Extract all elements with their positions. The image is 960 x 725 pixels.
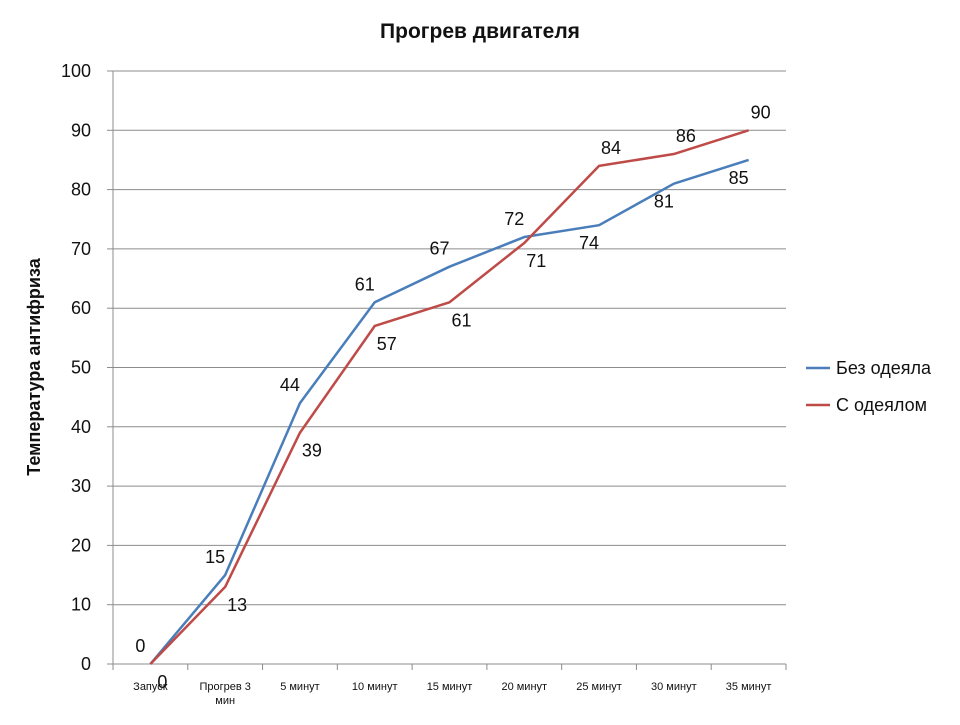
- data-label: 84: [601, 138, 621, 158]
- series-lines: [149, 129, 749, 665]
- x-tick-label: 30 минут: [651, 681, 697, 693]
- data-label: 0: [135, 636, 145, 656]
- axes: [107, 70, 787, 670]
- data-label: 61: [451, 310, 471, 330]
- y-tick-label: 90: [71, 120, 91, 140]
- data-label: 39: [302, 441, 322, 461]
- data-labels: 0 15 44 61 67 72 74 81 85 0 13 39 57 61 71 84 86 90: [135, 102, 770, 692]
- x-tick-label: 25 минут: [576, 681, 622, 693]
- data-label: 0: [157, 672, 167, 692]
- data-label: 74: [579, 233, 599, 253]
- x-tick-label: 35 минут: [726, 681, 772, 693]
- y-tick-label: 30: [71, 476, 91, 496]
- y-axis-label: Температура антифриза: [24, 257, 44, 475]
- data-label: 81: [654, 192, 674, 212]
- data-label: 72: [504, 209, 524, 229]
- gridlines: [113, 70, 786, 606]
- x-tick-label: 5 минут: [280, 681, 320, 693]
- data-label: 13: [227, 595, 247, 615]
- y-tick-label: 40: [71, 417, 91, 437]
- y-tick-label: 10: [71, 595, 91, 615]
- data-label: 15: [205, 547, 225, 567]
- x-tick-label: 15 минут: [427, 681, 473, 693]
- x-tick-label: 10 минут: [352, 681, 398, 693]
- x-tick-label: 20 минут: [501, 681, 547, 693]
- y-tick-label: 60: [71, 298, 91, 318]
- x-tick-label: Запуск: [133, 681, 168, 693]
- data-label: 44: [280, 375, 300, 395]
- data-label: 71: [526, 251, 546, 271]
- legend: Без одеяла С одеялом: [806, 358, 932, 415]
- y-tick-label: 80: [71, 180, 91, 200]
- data-label: 61: [355, 274, 375, 294]
- series-line: [149, 129, 749, 665]
- x-tick-label: Прогрев 3 мин: [199, 681, 250, 707]
- y-tick-label: 70: [71, 239, 91, 259]
- y-tick-label: 100: [61, 61, 91, 81]
- data-label: 67: [429, 239, 449, 259]
- series-line: [149, 158, 749, 665]
- legend-label: Без одеяла: [836, 358, 932, 378]
- legend-label: С одеялом: [836, 395, 927, 415]
- y-tick-label: 0: [81, 654, 91, 674]
- data-label: 86: [676, 126, 696, 146]
- y-tick-labels: 0 10 20 30 40 50 60 70 80 90 100: [61, 61, 91, 674]
- data-label: 57: [377, 334, 397, 354]
- data-label: 85: [729, 168, 749, 188]
- chart-title: Прогрев двигателя: [380, 20, 580, 43]
- x-tick-labels: Запуск Прогрев 3 мин 5 минут 10 минут 15 мину…: [133, 681, 771, 707]
- data-label: 90: [751, 102, 771, 122]
- y-tick-label: 50: [71, 358, 91, 378]
- y-tick-label: 20: [71, 535, 91, 555]
